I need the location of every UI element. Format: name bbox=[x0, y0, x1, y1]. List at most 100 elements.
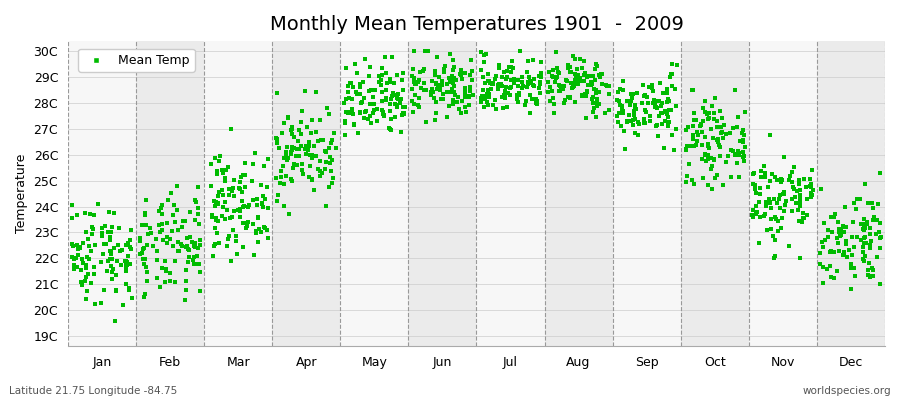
Point bbox=[480, 90, 494, 97]
Point bbox=[305, 155, 320, 162]
Point bbox=[687, 181, 701, 187]
Point bbox=[767, 196, 781, 203]
Point bbox=[445, 86, 459, 92]
Point bbox=[863, 242, 878, 248]
Point bbox=[658, 118, 672, 124]
Point bbox=[463, 88, 477, 94]
Point bbox=[874, 234, 888, 240]
Point bbox=[397, 111, 411, 117]
Point bbox=[775, 176, 789, 183]
Point bbox=[686, 87, 700, 94]
Point bbox=[649, 123, 663, 130]
Point bbox=[856, 221, 870, 227]
Point bbox=[245, 177, 259, 184]
Point bbox=[697, 118, 711, 124]
Point bbox=[519, 69, 534, 76]
Point bbox=[655, 100, 670, 106]
Point bbox=[428, 99, 443, 105]
Point bbox=[291, 138, 305, 144]
Point bbox=[301, 147, 315, 153]
Point bbox=[637, 119, 652, 126]
Point bbox=[150, 275, 165, 281]
Point bbox=[281, 115, 295, 121]
Point bbox=[238, 159, 253, 166]
Point bbox=[395, 112, 410, 118]
Point bbox=[71, 246, 86, 252]
Point bbox=[578, 91, 592, 97]
Point bbox=[160, 234, 175, 240]
Point bbox=[83, 210, 97, 217]
Point bbox=[616, 110, 630, 116]
Point bbox=[719, 130, 733, 137]
Point bbox=[662, 98, 677, 104]
Point bbox=[191, 261, 205, 267]
Point bbox=[853, 196, 868, 202]
Point bbox=[860, 221, 874, 227]
Point bbox=[104, 256, 119, 262]
Point bbox=[688, 142, 703, 149]
Point bbox=[175, 243, 189, 249]
Point bbox=[242, 202, 256, 208]
Point bbox=[80, 271, 94, 277]
Point bbox=[806, 186, 820, 193]
Point bbox=[65, 241, 79, 247]
Point bbox=[384, 96, 399, 102]
Point bbox=[97, 287, 112, 293]
Point bbox=[277, 203, 292, 210]
Point bbox=[711, 139, 725, 146]
Point bbox=[414, 85, 428, 91]
Point bbox=[768, 214, 782, 220]
Point bbox=[171, 239, 185, 245]
Point bbox=[390, 101, 404, 108]
Point bbox=[773, 205, 788, 211]
Bar bbox=[613, 41, 680, 346]
Point bbox=[341, 94, 356, 101]
Point bbox=[837, 224, 851, 230]
Point bbox=[520, 84, 535, 90]
Point bbox=[488, 76, 502, 83]
Point bbox=[235, 189, 249, 195]
Point bbox=[873, 170, 887, 176]
Point bbox=[78, 229, 93, 235]
Point bbox=[871, 200, 886, 207]
Point bbox=[768, 214, 782, 220]
Point bbox=[664, 70, 679, 77]
Point bbox=[824, 274, 839, 280]
Point bbox=[662, 96, 676, 102]
Point bbox=[104, 250, 118, 256]
Point bbox=[870, 217, 885, 223]
Point bbox=[233, 214, 248, 220]
Point bbox=[307, 143, 321, 150]
Point bbox=[176, 223, 190, 230]
Point bbox=[746, 171, 760, 177]
Point bbox=[166, 202, 181, 208]
Point bbox=[869, 254, 884, 260]
Point bbox=[261, 235, 275, 241]
Point bbox=[416, 68, 430, 74]
Point bbox=[698, 98, 712, 104]
Point bbox=[832, 225, 846, 232]
Point bbox=[212, 188, 226, 195]
Point bbox=[650, 105, 664, 111]
Point bbox=[284, 149, 298, 156]
Point bbox=[637, 120, 652, 126]
Point bbox=[748, 182, 762, 188]
Point bbox=[338, 65, 353, 72]
Point bbox=[296, 171, 310, 178]
Point bbox=[282, 211, 296, 218]
Point bbox=[383, 76, 398, 82]
Point bbox=[700, 152, 715, 159]
Point bbox=[238, 184, 252, 190]
Point bbox=[546, 101, 561, 107]
Point bbox=[211, 193, 225, 199]
Point bbox=[861, 200, 876, 207]
Point bbox=[178, 244, 193, 250]
Point bbox=[626, 116, 641, 123]
Point bbox=[450, 98, 464, 105]
Point bbox=[483, 80, 498, 86]
Point bbox=[159, 240, 174, 247]
Point bbox=[495, 74, 509, 81]
Point bbox=[509, 96, 524, 102]
Point bbox=[598, 110, 612, 116]
Point bbox=[219, 167, 233, 174]
